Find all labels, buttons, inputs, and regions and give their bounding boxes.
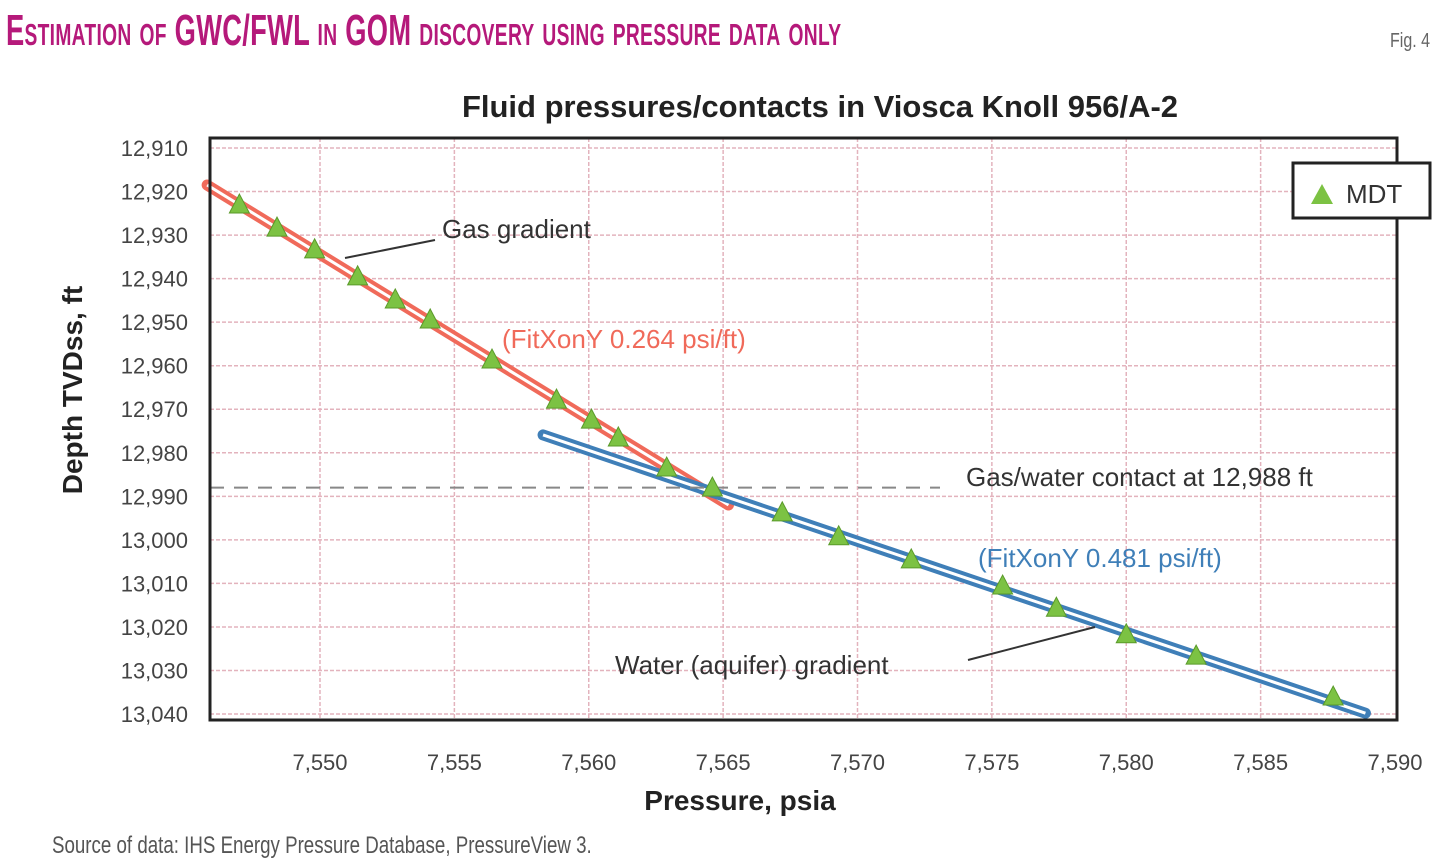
- mdt-point: [701, 475, 724, 497]
- mdt-point: [1115, 622, 1138, 644]
- mdt-point: [1322, 684, 1345, 706]
- x-tick-label: 7,575: [964, 750, 1019, 775]
- y-tick-label: 13,000: [121, 528, 188, 553]
- y-tick-label: 12,970: [121, 397, 188, 422]
- legend: MDT: [1291, 161, 1432, 220]
- mdt-point: [655, 455, 678, 477]
- y-tick-label: 12,920: [121, 180, 188, 205]
- y-axis-label: Depth TVDss, ft: [57, 286, 88, 494]
- mdt-point: [346, 264, 369, 286]
- grid: [210, 138, 1397, 720]
- y-tick-label: 12,930: [121, 223, 188, 248]
- y-tick-label: 12,980: [121, 441, 188, 466]
- x-tick-label: 7,555: [427, 750, 482, 775]
- chart-title: Fluid pressures/contacts in Viosca Knoll…: [462, 89, 1178, 124]
- y-tick-label: 12,960: [121, 354, 188, 379]
- mdt-point: [1185, 644, 1207, 665]
- x-tick-label: 7,550: [292, 750, 347, 775]
- mdt-point: [266, 216, 288, 237]
- x-axis-label: Pressure, psia: [644, 785, 836, 816]
- source-note: Source of data: IHS Energy Pressure Data…: [52, 832, 592, 859]
- x-tick-label: 7,590: [1367, 750, 1422, 775]
- y-tick-label: 12,990: [121, 484, 188, 509]
- gas-gradient-line-center: [206, 183, 730, 507]
- mdt-point: [481, 347, 503, 369]
- y-tick-label: 13,010: [121, 571, 188, 596]
- x-axis-ticks: 7,550 7,555 7,560 7,565 7,570 7,575 7,580 7,585…: [292, 750, 1422, 775]
- figure-title: Estimation of GWC/FWL in GOM discovery u…: [6, 6, 842, 55]
- mdt-point: [1045, 596, 1068, 617]
- gas-gradient-leader: [344, 239, 436, 259]
- annotations: Gas gradient (FitXonY 0.264 psi/ft) Gas/…: [344, 214, 1314, 680]
- y-tick-label: 12,910: [121, 136, 188, 161]
- x-tick-label: 7,565: [696, 750, 751, 775]
- mdt-point: [900, 547, 923, 569]
- x-tick-label: 7,585: [1233, 750, 1288, 775]
- mdt-point: [303, 237, 326, 259]
- y-tick-label: 13,030: [121, 658, 188, 683]
- water-gradient-line-center: [542, 433, 1366, 715]
- mdt-point: [607, 425, 630, 447]
- x-tick-label: 7,560: [561, 750, 616, 775]
- mdt-point: [419, 307, 442, 329]
- gas-gradient-label: Gas gradient: [442, 214, 592, 244]
- mdt-point: [580, 408, 603, 429]
- y-axis-ticks: 12,910 12,920 12,930 12,940 12,950 12,960 12,9…: [121, 136, 188, 727]
- water-gradient-label: Water (aquifer) gradient: [615, 650, 889, 680]
- mdt-point: [228, 192, 251, 214]
- x-tick-label: 7,570: [830, 750, 885, 775]
- y-tick-label: 12,940: [121, 267, 188, 292]
- mdt-point: [827, 524, 850, 546]
- legend-triangle-icon: [1311, 184, 1333, 204]
- contact-label: Gas/water contact at 12,988 ft: [966, 462, 1314, 492]
- y-tick-label: 13,020: [121, 615, 188, 640]
- mdt-point: [991, 573, 1014, 595]
- figure-number: Fig. 4: [1389, 30, 1430, 52]
- gas-fit-label: (FitXonY 0.264 psi/ft): [502, 324, 746, 354]
- y-tick-label: 12,950: [121, 310, 188, 335]
- water-gradient-leader: [967, 626, 1096, 661]
- mdt-point: [384, 287, 407, 309]
- plot-frame: [208, 136, 1399, 722]
- legend-label: MDT: [1346, 179, 1402, 209]
- mdt-points: [228, 192, 1345, 706]
- mdt-point: [545, 388, 568, 409]
- water-fit-label: (FitXonY 0.481 psi/ft): [978, 543, 1222, 573]
- fit-lines: [201, 179, 1371, 719]
- y-tick-label: 13,040: [121, 702, 188, 727]
- x-tick-label: 7,580: [1099, 750, 1154, 775]
- mdt-point: [771, 500, 794, 522]
